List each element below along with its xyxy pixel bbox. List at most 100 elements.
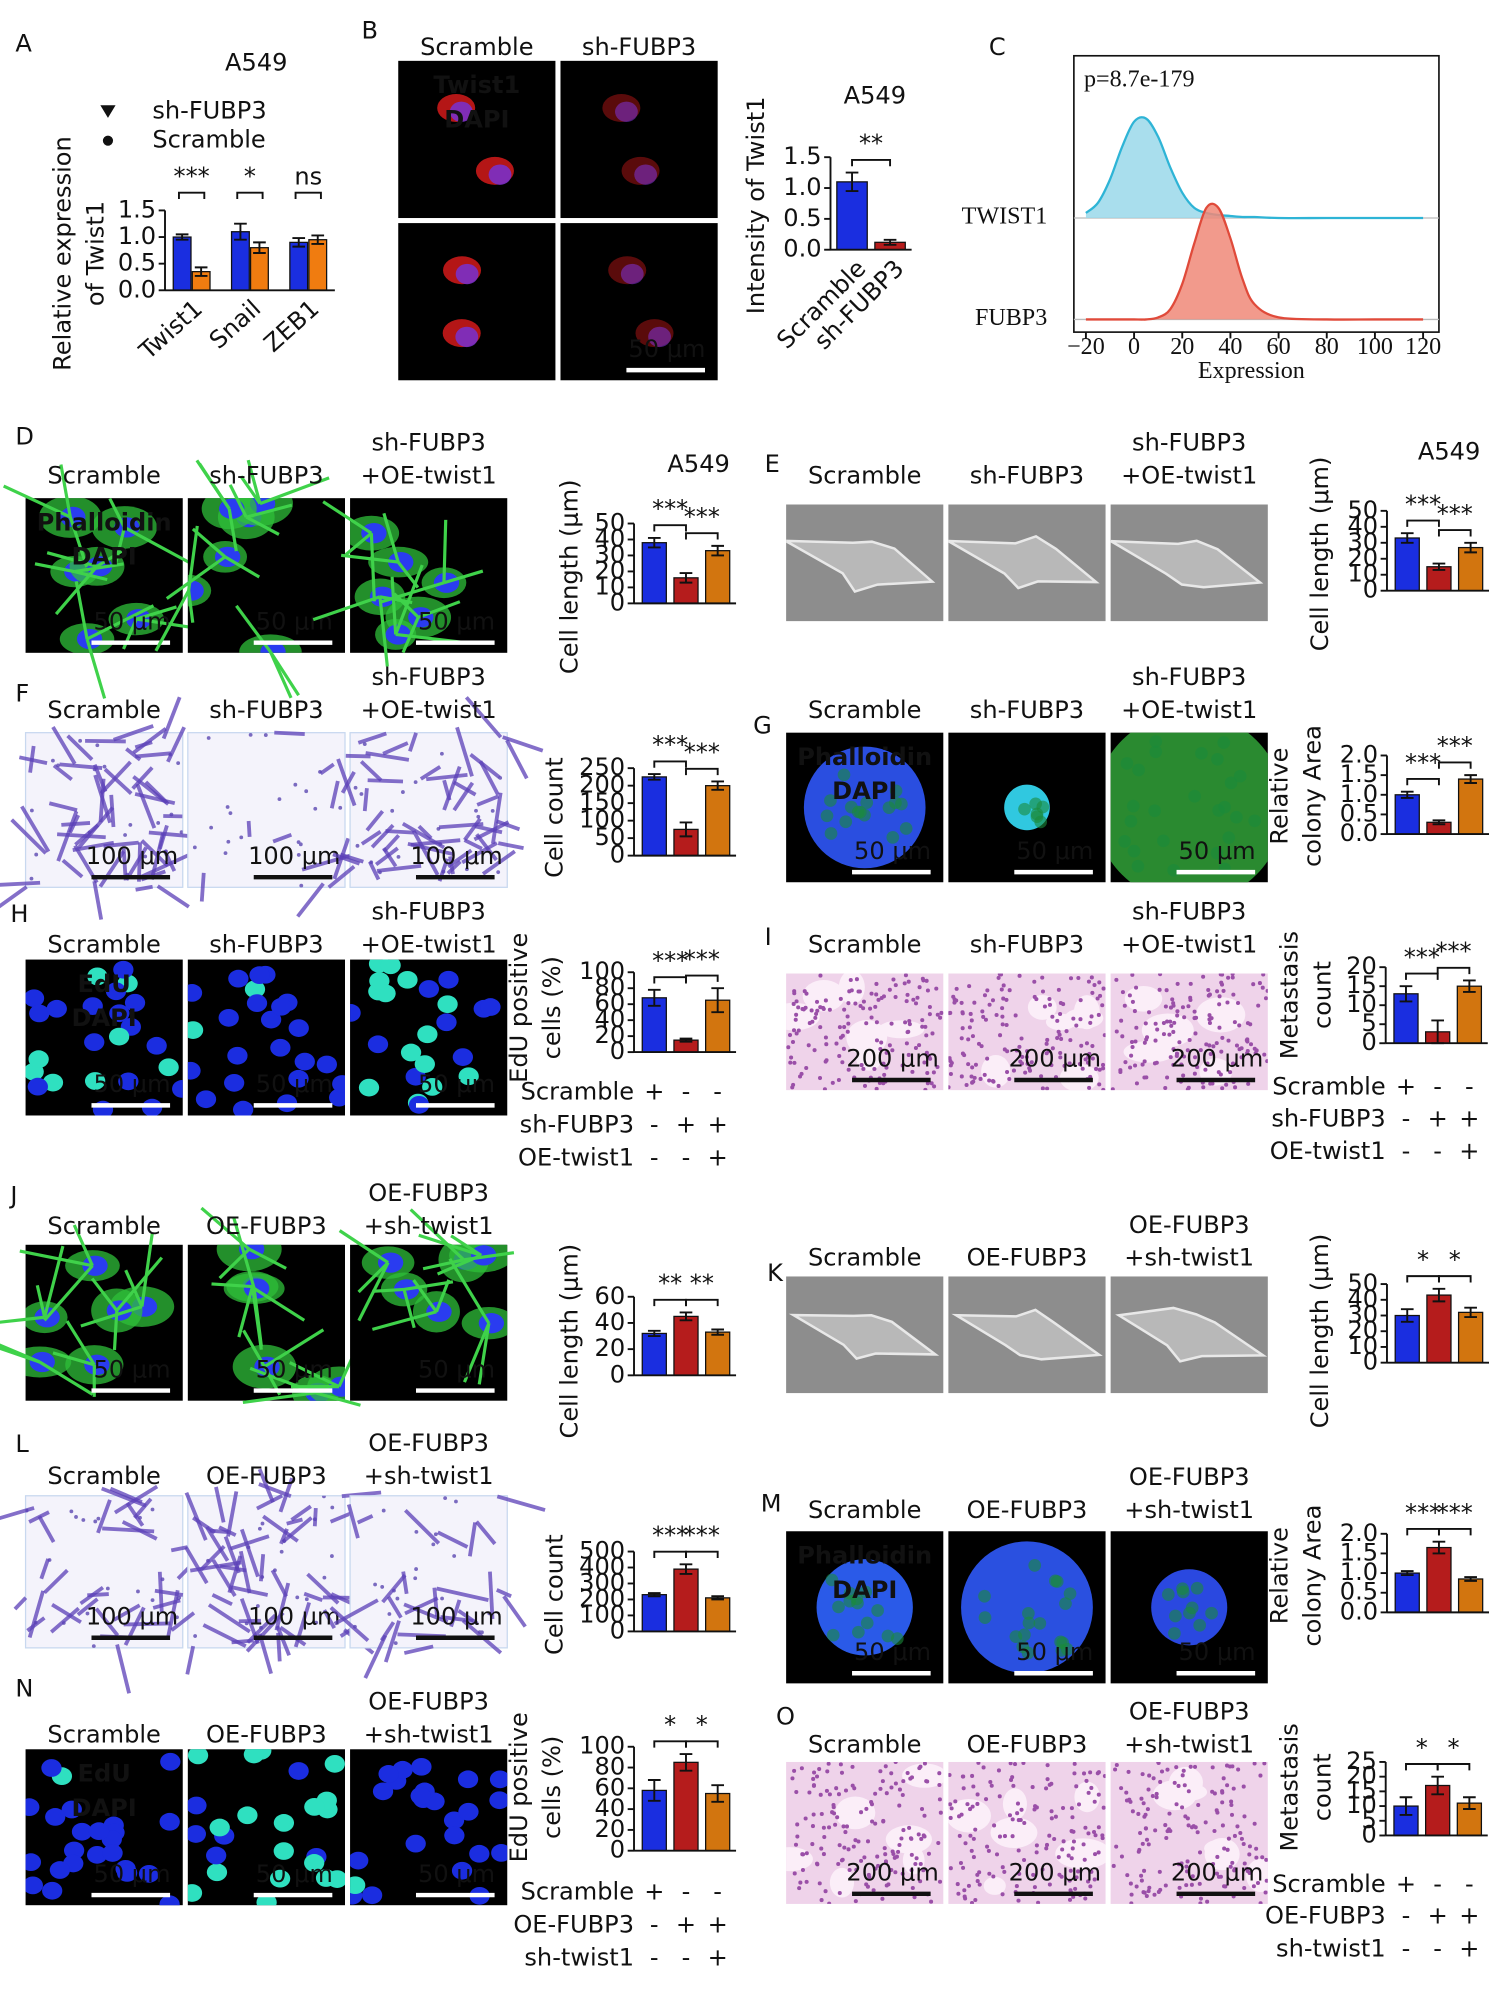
nucleus bbox=[1058, 1000, 1063, 1006]
legend-marker bbox=[100, 105, 116, 118]
nucleus bbox=[444, 1826, 465, 1845]
nucleus bbox=[25, 1876, 43, 1895]
nucleus bbox=[1074, 1023, 1079, 1028]
filament bbox=[288, 1361, 340, 1389]
nucleus bbox=[971, 1836, 976, 1841]
colony-cell bbox=[859, 1585, 873, 1599]
nucleus bbox=[897, 1842, 902, 1848]
alveolus bbox=[885, 1825, 933, 1854]
significance-label: *** bbox=[684, 1521, 720, 1549]
column-title: OE-FUBP3 bbox=[967, 1244, 1088, 1272]
stained-cell bbox=[333, 1598, 379, 1626]
nucleus bbox=[994, 1012, 999, 1017]
nucleus bbox=[489, 1791, 508, 1810]
nucleus bbox=[1205, 1061, 1210, 1066]
stained-cell bbox=[135, 884, 153, 892]
nucleus bbox=[796, 1028, 801, 1033]
condition-sign: - bbox=[713, 1078, 722, 1106]
nucleus bbox=[790, 1039, 796, 1044]
filament bbox=[232, 1217, 256, 1289]
debris bbox=[304, 1597, 309, 1602]
nucleus bbox=[1163, 1086, 1168, 1091]
nucleus bbox=[919, 1836, 924, 1841]
nucleus bbox=[1228, 1070, 1233, 1075]
micrograph bbox=[187, 959, 346, 1116]
significance-label: * bbox=[1449, 1246, 1461, 1274]
significance-label: * bbox=[244, 162, 256, 190]
nucleus bbox=[869, 1015, 874, 1020]
stained-cell bbox=[170, 1611, 196, 1632]
nucleus bbox=[146, 1036, 167, 1055]
alveolus bbox=[983, 1876, 1006, 1895]
nucleus bbox=[1062, 1063, 1067, 1068]
channel-label: DAPI bbox=[444, 105, 509, 133]
nucleus bbox=[1011, 1068, 1016, 1073]
nucleus bbox=[985, 988, 990, 993]
nucleus bbox=[1144, 1837, 1150, 1842]
condition-sign: - bbox=[650, 1111, 659, 1139]
nucleus bbox=[1176, 1862, 1181, 1867]
nucleus bbox=[1044, 1041, 1049, 1046]
nucleus bbox=[990, 998, 996, 1003]
stained-cell bbox=[457, 1609, 479, 1626]
debris bbox=[156, 821, 161, 825]
cell bbox=[948, 534, 1100, 590]
nucleus bbox=[822, 1835, 827, 1840]
filament bbox=[65, 1320, 96, 1366]
column-title: +sh-twist1 bbox=[364, 1462, 494, 1490]
nucleus bbox=[997, 1834, 1003, 1839]
nucleus bbox=[1008, 1761, 1013, 1766]
filament bbox=[463, 1322, 491, 1383]
nucleus bbox=[900, 1871, 905, 1876]
scale-bar-label: 50 μm bbox=[256, 1070, 333, 1098]
nucleus bbox=[985, 1844, 990, 1849]
filament bbox=[34, 562, 75, 574]
nucleus bbox=[1025, 1061, 1030, 1066]
nucleus bbox=[1100, 1003, 1105, 1008]
y-axis-label: Cell length (μm) bbox=[556, 479, 584, 674]
stained-cell bbox=[332, 852, 361, 866]
nucleus bbox=[1086, 979, 1091, 984]
nucleus bbox=[288, 1069, 309, 1088]
nucleus bbox=[1127, 993, 1132, 998]
colony-cell bbox=[978, 1589, 991, 1603]
nucleus bbox=[1208, 1081, 1213, 1086]
nucleus bbox=[795, 1834, 800, 1839]
nucleus bbox=[917, 985, 922, 990]
nucleus bbox=[937, 1771, 942, 1776]
nucleus bbox=[159, 1895, 180, 1906]
debris bbox=[480, 1630, 484, 1635]
nucleus bbox=[926, 1851, 931, 1856]
y-axis-label: Metastasis bbox=[1276, 1723, 1304, 1851]
nucleus bbox=[960, 1026, 965, 1031]
debris bbox=[387, 1612, 392, 1616]
alveolus bbox=[1124, 985, 1163, 1012]
nucleus bbox=[227, 1046, 248, 1065]
nucleus bbox=[836, 1861, 841, 1867]
cell bbox=[1110, 539, 1264, 589]
nucleus bbox=[1168, 1005, 1174, 1010]
nucleus bbox=[304, 1797, 325, 1816]
nucleus bbox=[842, 1007, 847, 1012]
y-tick-label: 5 bbox=[1361, 1806, 1376, 1834]
colony-cell bbox=[1233, 769, 1247, 783]
legend-marker bbox=[102, 135, 114, 146]
nucleus bbox=[273, 1814, 295, 1832]
nucleus bbox=[1214, 1871, 1219, 1876]
nucleus bbox=[1171, 1062, 1176, 1067]
nucleus bbox=[838, 996, 843, 1001]
nucleus bbox=[809, 1008, 814, 1013]
stained-cell bbox=[132, 727, 167, 755]
filament bbox=[19, 1249, 93, 1268]
condition-sign: - bbox=[682, 1144, 691, 1172]
nucleus bbox=[422, 1078, 443, 1096]
nucleus bbox=[959, 1036, 964, 1041]
nucleus bbox=[1130, 973, 1135, 977]
nucleus bbox=[830, 1080, 835, 1085]
nucleus bbox=[141, 1098, 163, 1116]
nucleus bbox=[922, 1834, 927, 1839]
stained-cell bbox=[368, 860, 381, 881]
bar bbox=[172, 236, 192, 291]
stained-cell bbox=[166, 726, 186, 763]
